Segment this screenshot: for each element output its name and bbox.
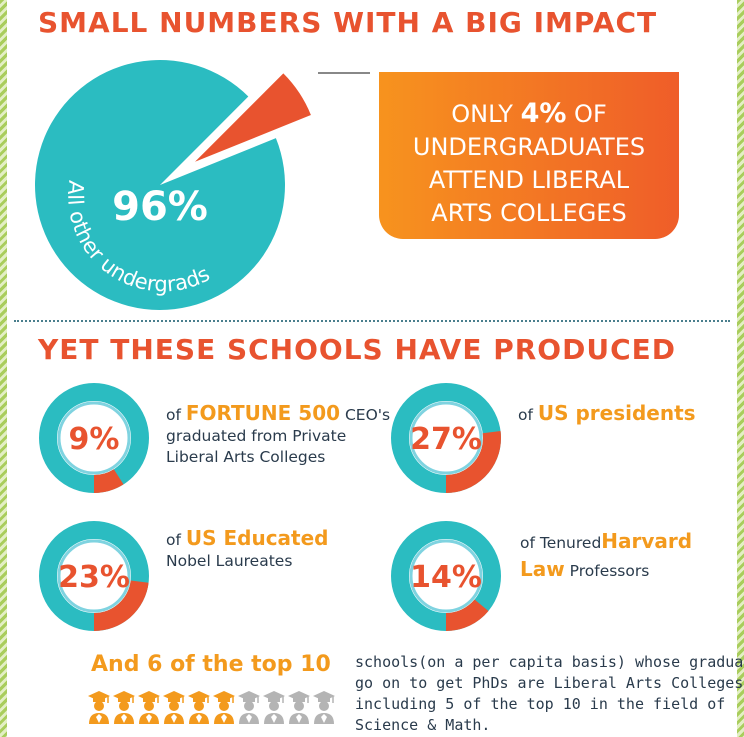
graduate-icon bbox=[263, 691, 285, 724]
graduate-icon bbox=[163, 691, 185, 724]
donut-chart-nobel: 23% bbox=[39, 521, 149, 631]
pie-slice-liberal-arts bbox=[195, 73, 311, 162]
graduate-icon bbox=[138, 691, 160, 724]
graduate-icon bbox=[288, 691, 310, 724]
donut-center-nobel bbox=[57, 539, 131, 613]
donut-label-fortune500: 9% bbox=[69, 422, 120, 457]
stat-desc-harvard: of TenuredHarvard Law Professors bbox=[520, 529, 693, 581]
donut-arc-presidents bbox=[391, 383, 501, 493]
heading-small-numbers: SMALL NUMBERS WITH A BIG IMPACT bbox=[38, 6, 658, 39]
top10-headline: And 6 of the top 10 bbox=[91, 652, 331, 677]
section-divider bbox=[14, 320, 730, 322]
heading-schools-produced: YET THESE SCHOOLS HAVE PRODUCED bbox=[38, 333, 676, 366]
phd-description: schools(on a per capita basis) whose gra… bbox=[355, 653, 744, 734]
donut-arc-harvard bbox=[391, 521, 501, 631]
donut-chart-fortune500: 9% bbox=[39, 383, 149, 493]
stat-desc-fortune500: of FORTUNE 500 CEO's graduated from Priv… bbox=[166, 401, 391, 467]
right-border bbox=[737, 0, 744, 737]
donut-arc-nobel bbox=[39, 521, 149, 631]
donut-label-harvard: 14% bbox=[410, 560, 482, 595]
donut-center-fortune500 bbox=[57, 401, 131, 475]
donut-center-harvard bbox=[409, 539, 483, 613]
graduate-icon bbox=[188, 691, 210, 724]
stat-desc-nobel: of US Educated Nobel Laureates bbox=[166, 526, 329, 571]
donut-chart-presidents: 27% bbox=[391, 383, 501, 493]
donut-arc-fortune500 bbox=[39, 383, 149, 493]
graduate-icon bbox=[213, 691, 235, 724]
donut-chart-harvard: 14% bbox=[391, 521, 501, 631]
graduate-icon bbox=[113, 691, 135, 724]
stat-desc-presidents: of US presidents bbox=[518, 401, 696, 425]
callout-line-1: ONLY 4% OF bbox=[451, 98, 607, 129]
callout-line-4: ARTS COLLEGES bbox=[431, 199, 627, 227]
graduate-icon bbox=[88, 691, 110, 724]
donut-center-presidents bbox=[409, 401, 483, 475]
callout-line-3: ATTEND LIBERAL bbox=[428, 166, 630, 194]
callout-box: ONLY 4% OF UNDERGRADUATES ATTEND LIBERAL… bbox=[379, 72, 679, 239]
donut-label-presidents: 27% bbox=[410, 422, 482, 457]
pie-center-label: 96% bbox=[112, 184, 208, 230]
pie-slice-all-other-undergrads bbox=[34, 59, 285, 310]
graduate-icon bbox=[238, 691, 260, 724]
graduate-icon bbox=[313, 691, 335, 724]
left-border bbox=[0, 0, 7, 737]
donut-label-nobel: 23% bbox=[58, 560, 130, 595]
callout-line-2: UNDERGRADUATES bbox=[412, 133, 646, 161]
undergrad-pie-chart: 96% All other undergrads bbox=[34, 59, 370, 310]
